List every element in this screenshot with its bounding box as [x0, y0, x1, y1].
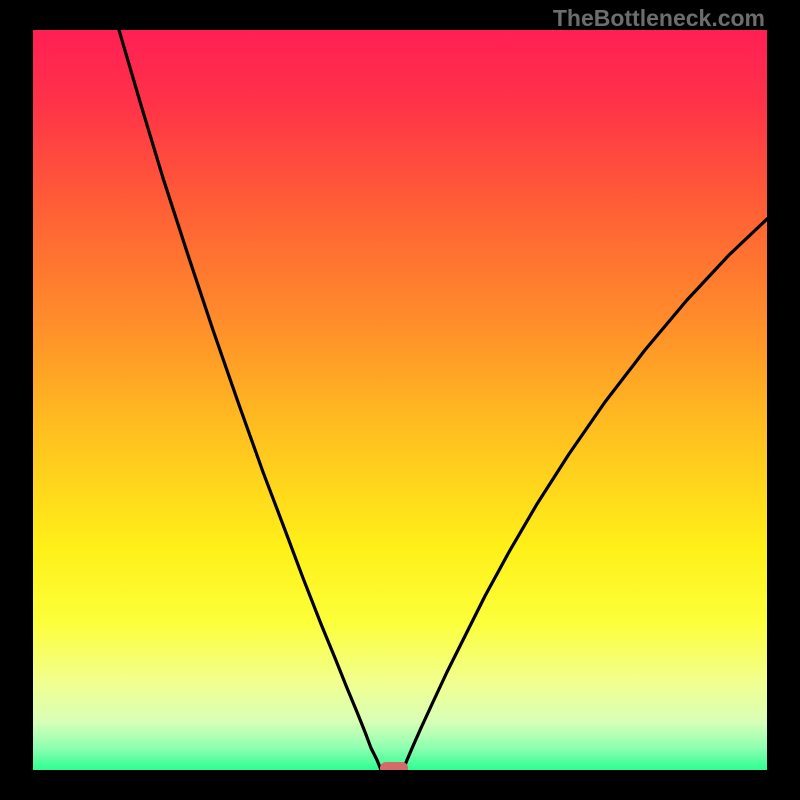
watermark-text: TheBottleneck.com	[553, 5, 765, 32]
chart-frame: TheBottleneck.com	[0, 0, 800, 800]
plot-area	[33, 30, 767, 770]
optimum-marker	[380, 762, 408, 770]
bottleneck-curve	[119, 30, 767, 770]
border-bottom	[0, 770, 800, 800]
border-left	[0, 0, 33, 800]
curve-svg	[33, 30, 767, 770]
border-right	[767, 0, 800, 800]
